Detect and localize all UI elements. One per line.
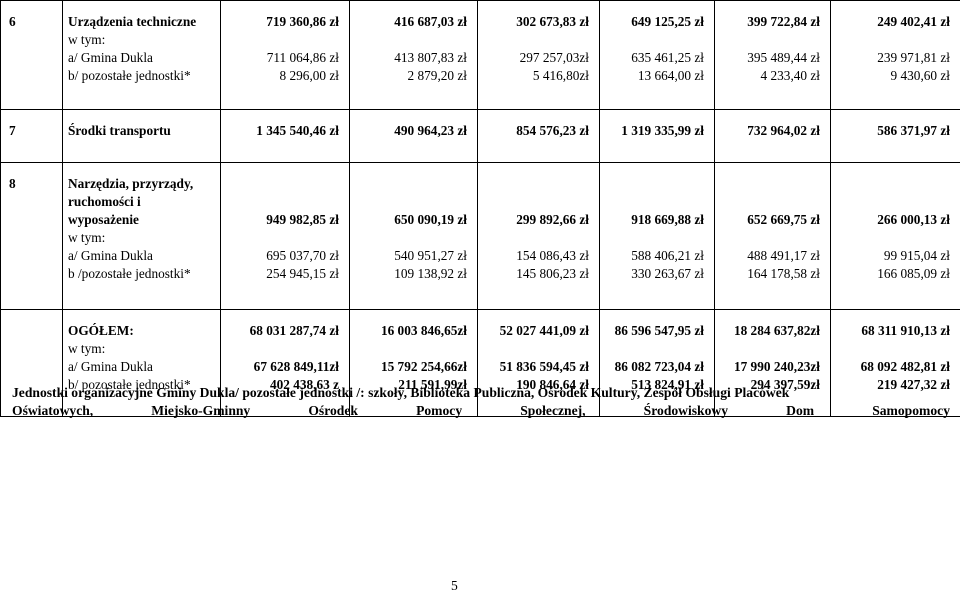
row-label: Narzędzia, przyrządy, ruchomości i wypos…: [63, 163, 221, 310]
footnote-line: Oświatowych, Miejsko-Gminny Ośrodek Pomo…: [12, 402, 950, 420]
value-cell: 732 964,02 zł: [715, 110, 831, 163]
row-sublabel: a/ Gmina Dukla: [68, 358, 220, 376]
row-label: Urządzenia techniczne w tym: a/ Gmina Du…: [63, 1, 221, 110]
row-title: ruchomości i: [68, 193, 220, 211]
value-cell: 1 345 540,46 zł: [221, 110, 350, 163]
row-number: 6: [1, 1, 63, 110]
table-row: 6 Urządzenia techniczne w tym: a/ Gmina …: [1, 1, 960, 110]
value-cell: 490 964,23 zł: [350, 110, 478, 163]
row-number: 7: [1, 110, 63, 163]
row-sublabel: w tym:: [68, 229, 220, 247]
footnote-line: Jednostki organizacyjne Gminy Dukla/ poz…: [12, 384, 950, 402]
page-number: 5: [451, 578, 458, 594]
row-sublabel: b/ pozostałe jednostki*: [68, 67, 220, 85]
row-sublabel: w tym:: [68, 340, 220, 358]
value-cell: 1 319 335,99 zł: [600, 110, 715, 163]
row-label: Środki transportu: [63, 110, 221, 163]
table-row: 8 Narzędzia, przyrządy, ruchomości i wyp…: [1, 163, 960, 310]
value-cell: 586 371,97 zł: [831, 110, 960, 163]
row-sublabel: b /pozostałe jednostki*: [68, 265, 220, 283]
footnote: Jednostki organizacyjne Gminy Dukla/ poz…: [12, 384, 950, 420]
table-row: 7 Środki transportu 1 345 540,46 zł 490 …: [1, 110, 960, 163]
asset-table: 6 Urządzenia techniczne w tym: a/ Gmina …: [0, 0, 960, 417]
row-title: Środki transportu: [68, 122, 220, 140]
row-number: 8: [1, 163, 63, 310]
row-sublabel: w tym:: [68, 31, 220, 49]
row-sublabel: a/ Gmina Dukla: [68, 49, 220, 67]
row-title: Narzędzia, przyrządy,: [68, 175, 220, 193]
row-title: wyposażenie: [68, 211, 220, 229]
row-title: OGÓŁEM:: [68, 322, 220, 340]
row-title: Urządzenia techniczne: [68, 13, 220, 31]
row-sublabel: a/ Gmina Dukla: [68, 247, 220, 265]
value-cell: 854 576,23 zł: [478, 110, 600, 163]
